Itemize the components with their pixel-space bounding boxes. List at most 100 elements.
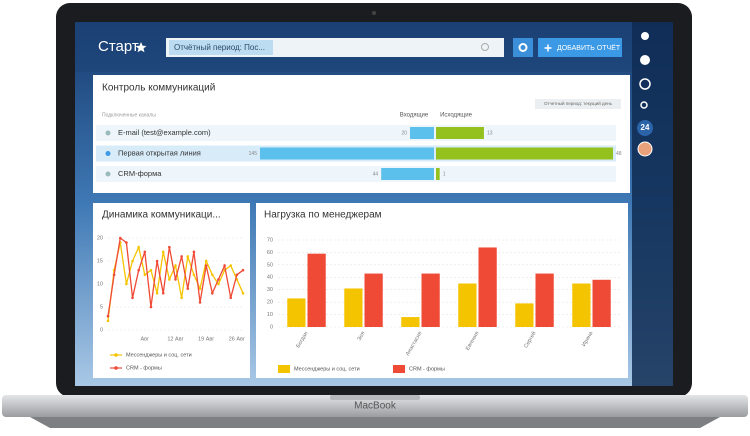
- bar: [572, 283, 591, 327]
- data-point: [241, 268, 245, 272]
- data-point: [180, 296, 183, 300]
- incoming-bar: [410, 127, 434, 139]
- data-point: [168, 245, 171, 249]
- y-tick-label: 10: [97, 281, 103, 287]
- data-point: [131, 296, 134, 300]
- data-point: [106, 319, 110, 323]
- data-point: [174, 264, 177, 267]
- filter-tag[interactable]: [169, 40, 273, 55]
- bar: [592, 279, 611, 327]
- incoming-value: 20: [401, 130, 407, 136]
- incoming-value: 44: [373, 171, 379, 177]
- plus-icon: [544, 44, 552, 52]
- bar: [535, 273, 554, 327]
- sidebar-icon[interactable]: [639, 78, 651, 90]
- search-icon[interactable]: [481, 43, 489, 51]
- data-point: [211, 291, 214, 295]
- period-text: Отчетный период: текущий день: [544, 100, 613, 106]
- sidebar-icon[interactable]: [640, 55, 650, 65]
- star-icon[interactable]: [135, 42, 147, 53]
- add-report-text: ДОБАВИТЬ ОТЧЁТ: [557, 44, 621, 52]
- add-report-button[interactable]: [538, 38, 622, 57]
- data-point: [186, 287, 190, 290]
- data-point: [198, 301, 202, 304]
- outgoing-bar: [436, 168, 440, 180]
- y-tick-label: 0: [270, 324, 273, 330]
- legend-label: CRM - формы: [409, 366, 445, 372]
- y-tick-label: 5: [100, 304, 103, 310]
- data-point: [192, 273, 196, 277]
- data-point: [223, 264, 226, 267]
- data-point: [174, 278, 177, 281]
- x-tick-label: Зоя: [357, 331, 367, 342]
- outgoing-value: 13: [487, 130, 493, 136]
- avatar[interactable]: [637, 141, 653, 157]
- x-tick-label: 12 Авг: [167, 336, 183, 342]
- badge[interactable]: [637, 120, 653, 136]
- sidebar-icon[interactable]: [640, 101, 648, 109]
- sidebar-icon[interactable]: [641, 32, 649, 40]
- row-icon: [105, 171, 111, 177]
- period-button[interactable]: [535, 99, 621, 109]
- data-point: [198, 287, 202, 290]
- data-point: [106, 314, 110, 318]
- data-point: [112, 273, 116, 277]
- x-tick-label: 26 Авг: [229, 336, 245, 342]
- data-point: [118, 236, 122, 240]
- y-tick-label: 50: [267, 262, 273, 268]
- data-point: [168, 278, 171, 281]
- y-tick-label: 0: [100, 327, 103, 333]
- outgoing-label: Исходящие: [440, 113, 472, 119]
- legend-swatch: [393, 365, 405, 373]
- row[interactable]: [96, 125, 616, 141]
- laptop-foot: [30, 417, 720, 428]
- y-tick-label: 60: [267, 250, 273, 256]
- incoming-label: Входящие: [400, 113, 429, 119]
- incoming-bar: [381, 168, 434, 180]
- channel-name: E-mail (test@example.com): [118, 128, 211, 137]
- bar: [421, 273, 440, 327]
- data-point: [211, 273, 214, 277]
- bar: [515, 303, 534, 327]
- data-point: [149, 268, 153, 272]
- row-icon: [105, 151, 111, 156]
- panel-title: Динамика коммуникаци...: [102, 210, 221, 221]
- data-point: [204, 264, 208, 267]
- y-tick-label: 30: [267, 287, 273, 293]
- data-point: [235, 273, 239, 277]
- data-point: [161, 250, 165, 254]
- data-point: [149, 305, 153, 309]
- y-tick-label: 20: [267, 300, 273, 306]
- y-tick-label: 10: [267, 312, 273, 318]
- row-icon: [105, 130, 111, 136]
- panel-title: Нагрузка по менеджерам: [264, 210, 382, 221]
- channel-name: Первая открытая линия: [118, 148, 201, 157]
- outgoing-value: 1: [443, 171, 446, 177]
- data-point: [143, 250, 147, 254]
- data-point: [137, 268, 140, 272]
- data-point: [155, 259, 159, 263]
- outgoing-bar: [436, 127, 484, 139]
- channels-label: Подключенные каналы: [102, 112, 156, 118]
- row[interactable]: [96, 166, 616, 182]
- panel: [93, 203, 250, 378]
- data-point: [125, 241, 128, 244]
- data-point: [192, 250, 196, 254]
- data-point: [217, 278, 220, 281]
- camera: [372, 11, 376, 15]
- data-point: [229, 264, 233, 267]
- x-tick-label: Авг: [141, 336, 150, 342]
- y-tick-label: 40: [267, 275, 273, 281]
- gear-icon: [518, 43, 528, 52]
- badge-count: 24: [641, 123, 650, 132]
- legend-dot: [114, 353, 118, 357]
- bar: [458, 283, 477, 327]
- outgoing-bar: [436, 147, 613, 160]
- x-tick-label: 19 Авг: [198, 336, 214, 342]
- settings-button[interactable]: [513, 38, 533, 57]
- data-point: [217, 282, 220, 286]
- data-point: [180, 255, 183, 258]
- legend-label: Мессенджеры и соц. сети: [126, 352, 192, 358]
